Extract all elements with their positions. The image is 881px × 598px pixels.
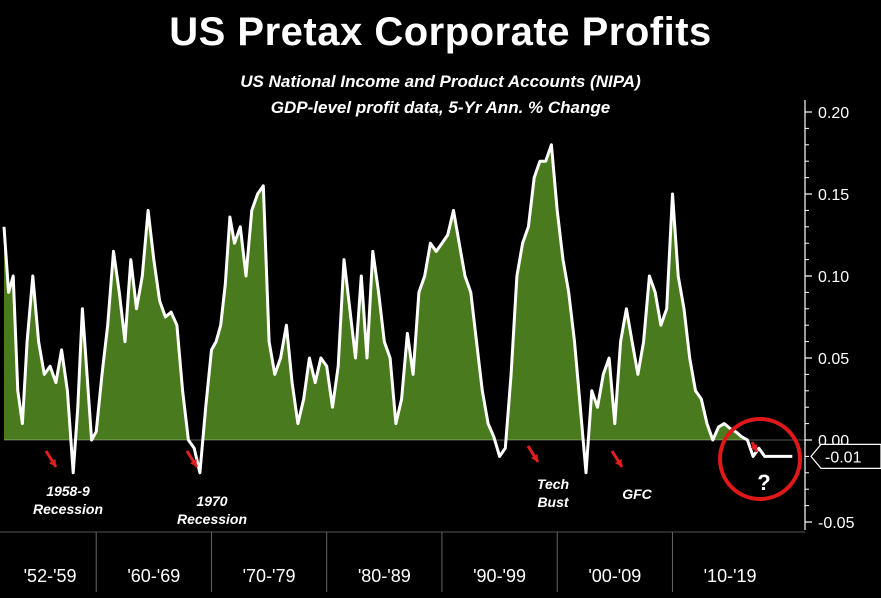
chart-subtitle-line1: US National Income and Product Accounts … [240, 72, 641, 91]
question-mark: ? [757, 470, 771, 495]
annotation-tech-bust: Tech Bust [528, 475, 578, 511]
x-tick-label: '00-'09 [588, 566, 641, 586]
red-arrow [610, 450, 624, 468]
series-line-layer [2, 143, 793, 475]
x-tick-label: '60-'69 [127, 566, 180, 586]
annotation-gfc-line1: GFC [622, 486, 652, 502]
annotation-1970-recession: 1970 Recession [170, 492, 254, 528]
annotation-1970-line1: 1970 [196, 493, 228, 509]
x-tick-label: '90-'99 [473, 566, 526, 586]
last-value-flag [810, 443, 881, 469]
annotation-gfc: GFC [612, 485, 662, 503]
chart-title: US Pretax Corporate Profits [169, 10, 712, 54]
area-fill-layer [4, 144, 793, 440]
red-arrow-head [750, 444, 758, 452]
annotation-tech-line1: Tech [536, 476, 570, 492]
x-tick-label: '70-'79 [243, 566, 296, 586]
last-value-label: -0.01 [825, 449, 862, 466]
annotation-1958-line2: Recession [32, 501, 104, 517]
x-tick-label: '52-'59 [24, 566, 77, 586]
red-arrow-head [49, 459, 56, 467]
x-tick-label: '80-'89 [358, 566, 411, 586]
axes-layer: -0.050.000.050.100.150.20-0.01'52-'59'60… [0, 100, 881, 592]
y-tick-label: 0.20 [818, 105, 849, 122]
annotation-1958-recession: 1958-9 Recession [28, 482, 108, 518]
series-line [2, 143, 793, 475]
x-tick-label: '10-'19 [704, 566, 757, 586]
annotation-1958-line1: 1958-9 [46, 483, 90, 499]
y-tick-label: 0.05 [818, 351, 849, 368]
y-tick-label: 0.10 [818, 269, 849, 286]
area-fill [4, 144, 793, 440]
annotation-1970-line2: Recession [176, 511, 248, 527]
chart-subtitle-line2: GDP-level profit data, 5-Yr Ann. % Chang… [270, 98, 611, 117]
y-tick-label: -0.05 [818, 515, 855, 532]
red-arrow [526, 445, 540, 463]
annotation-marks-layer [44, 417, 802, 501]
y-tick-label: 0.15 [818, 187, 849, 204]
red-arrow [44, 450, 58, 468]
red-highlight-circle [718, 417, 802, 501]
annotation-tech-line2: Bust [537, 494, 569, 510]
red-arrow [750, 441, 759, 453]
red-arrow [185, 450, 199, 468]
red-arrow-head [531, 454, 538, 462]
red-arrow-head [615, 459, 622, 467]
red-arrow-head [190, 459, 197, 467]
